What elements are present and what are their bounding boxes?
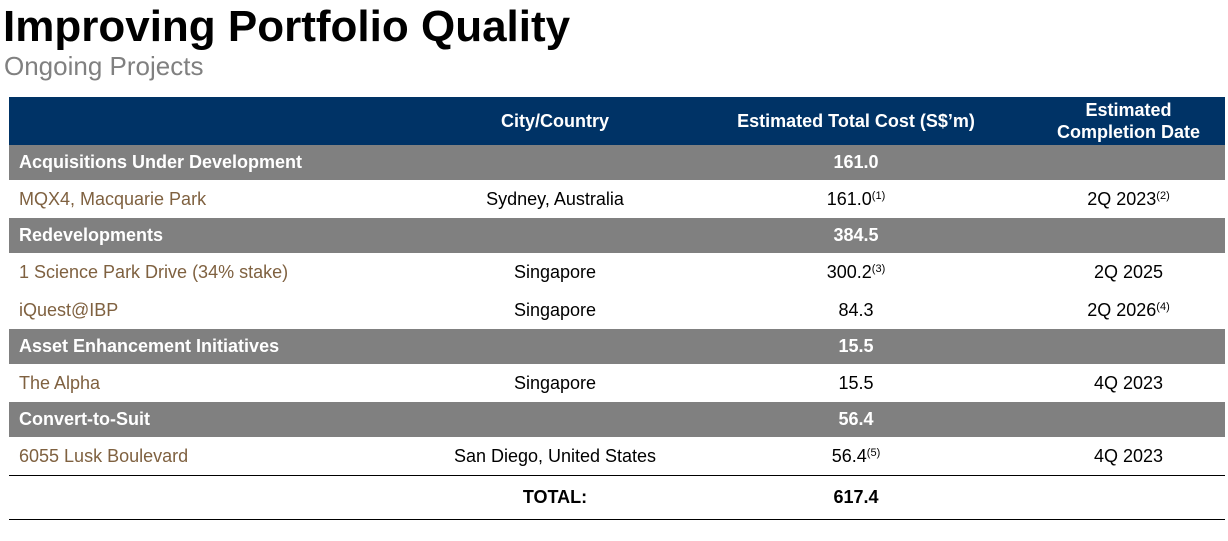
project-name: MQX4, Macquarie Park [19,188,207,209]
empty-cell [9,475,430,520]
section-name: Acquisitions Under Development [9,145,430,180]
completion: 2Q 2025 [1032,253,1225,291]
section-total: 56.4 [680,402,1032,437]
cost-text: 84.3 [838,299,874,320]
project-row: MQX4, Macquarie Park Sydney, Australia 161… [9,180,1225,218]
completion-text: 4Q 2023 [1093,445,1164,466]
completion-text: 4Q 2023 [1093,372,1164,393]
empty-cell [430,218,680,253]
completion-text: 2Q 2025 [1093,261,1164,282]
empty-cell [1032,329,1225,364]
footnote-ref: (1) [871,189,886,202]
section-row: Redevelopments 384.5 [9,218,1225,253]
location: Singapore [513,299,597,320]
total-label: TOTAL: [430,475,680,520]
title: Improving Portfolio Quality [3,2,571,51]
header-cell: City/Country [430,97,680,145]
empty-cell [430,402,680,437]
completion: 2Q 2023(2) [1032,180,1225,218]
project-row: 6055 Lusk Boulevard San Diego, United Sta… [9,437,1225,476]
cost-text: 161.0 [826,188,872,209]
section-name: Asset Enhancement Initiatives [9,329,430,364]
project-name: iQuest@IBP [19,299,119,320]
empty-cell [1032,475,1225,520]
footnote-ref: (4) [1156,300,1170,313]
empty-cell [1032,218,1225,253]
completion-text: 2Q 2026 [1087,299,1157,320]
location: Sydney, Australia [486,188,624,209]
section-name: Redevelopments [9,218,430,253]
section-total: 15.5 [680,329,1032,364]
subtitle: Ongoing Projects [4,51,204,81]
cost-text: 15.5 [838,372,874,393]
location: San Diego, United States [453,445,657,466]
completion: 2Q 2026(4) [1032,291,1225,329]
header-cell [9,97,430,145]
cost: 161.0(1) [680,180,1032,218]
project-row: iQuest@IBP Singapore 84.3 2Q 2026(4) [9,291,1225,329]
table-body: Acquisitions Under Development 161.0 MQX4,… [9,145,1225,520]
project-row: 1 Science Park Drive (34% stake) Singapor… [9,253,1225,291]
project-name: The Alpha [19,372,101,393]
cost: 300.2(3) [680,253,1032,291]
section-row: Asset Enhancement Initiatives 15.5 [9,329,1225,364]
column-label: Estimated Completion Date [1056,100,1200,142]
section-row: Convert-to-Suit 56.4 [9,402,1225,437]
empty-cell [1032,402,1225,437]
empty-cell [430,329,680,364]
completion: 4Q 2023 [1032,437,1225,476]
footnote-ref: (3) [871,262,886,275]
empty-cell [430,145,680,180]
projects-table: City/Country Estimated Total Cost (S$’m)… [9,97,1225,520]
section-name: Convert-to-Suit [9,402,430,437]
empty-cell [1032,145,1225,180]
column-label: Estimated Total Cost (S$’m) [737,110,975,131]
section-total: 161.0 [680,145,1032,180]
column-label: City/Country [501,111,609,131]
project-name: 1 Science Park Drive (34% stake) [19,261,289,282]
project-row: The Alpha Singapore 15.5 4Q 2023 [9,364,1225,402]
cost-text: 56.4 [831,445,867,466]
total-row: TOTAL: 617.4 [9,475,1225,520]
footnote-ref: (2) [1156,189,1170,202]
cost: 15.5 [680,364,1032,402]
location: Singapore [513,261,597,282]
location: Singapore [513,372,597,393]
section-row: Acquisitions Under Development 161.0 [9,145,1225,180]
footnote-ref: (5) [866,446,881,459]
header-row: City/Country Estimated Total Cost (S$’m)… [9,97,1225,145]
cost: 84.3 [680,291,1032,329]
completion: 4Q 2023 [1032,364,1225,402]
total-value: 617.4 [680,475,1032,520]
project-name: 6055 Lusk Boulevard [19,445,189,466]
header-cell: Estimated Total Cost (S$’m) [680,97,1032,145]
cost-text: 300.2 [826,261,872,282]
cost: 56.4(5) [680,437,1032,476]
completion-text: 2Q 2023 [1087,188,1157,209]
section-total: 384.5 [680,218,1032,253]
header-cell: Estimated Completion Date [1032,97,1225,145]
